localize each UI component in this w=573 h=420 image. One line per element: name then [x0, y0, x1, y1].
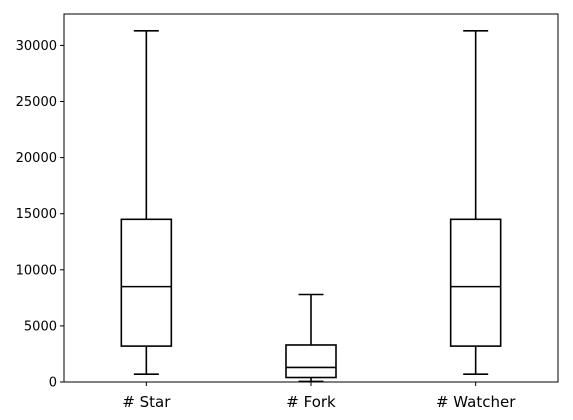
y-tick-label: 30000: [16, 39, 57, 54]
y-tick-label: 20000: [16, 151, 57, 166]
box-iqr: [449, 218, 502, 347]
x-category-label: # Star: [122, 393, 171, 411]
y-tick-label: 15000: [16, 207, 57, 222]
y-tick-label: 0: [49, 376, 57, 391]
y-tick-label: 25000: [16, 95, 57, 110]
box-iqr: [120, 218, 173, 347]
y-tick-label: 5000: [24, 319, 57, 334]
x-category-label: # Watcher: [436, 393, 516, 411]
box-iqr: [285, 344, 337, 379]
x-category-label: # Fork: [286, 393, 336, 411]
x-axis: # Star # Fork # Watcher: [122, 382, 516, 411]
y-axis: 0 5000 10000 15000 20000 25000 30000: [16, 39, 64, 391]
boxes-group: [120, 30, 502, 383]
y-tick-label: 10000: [16, 263, 57, 278]
